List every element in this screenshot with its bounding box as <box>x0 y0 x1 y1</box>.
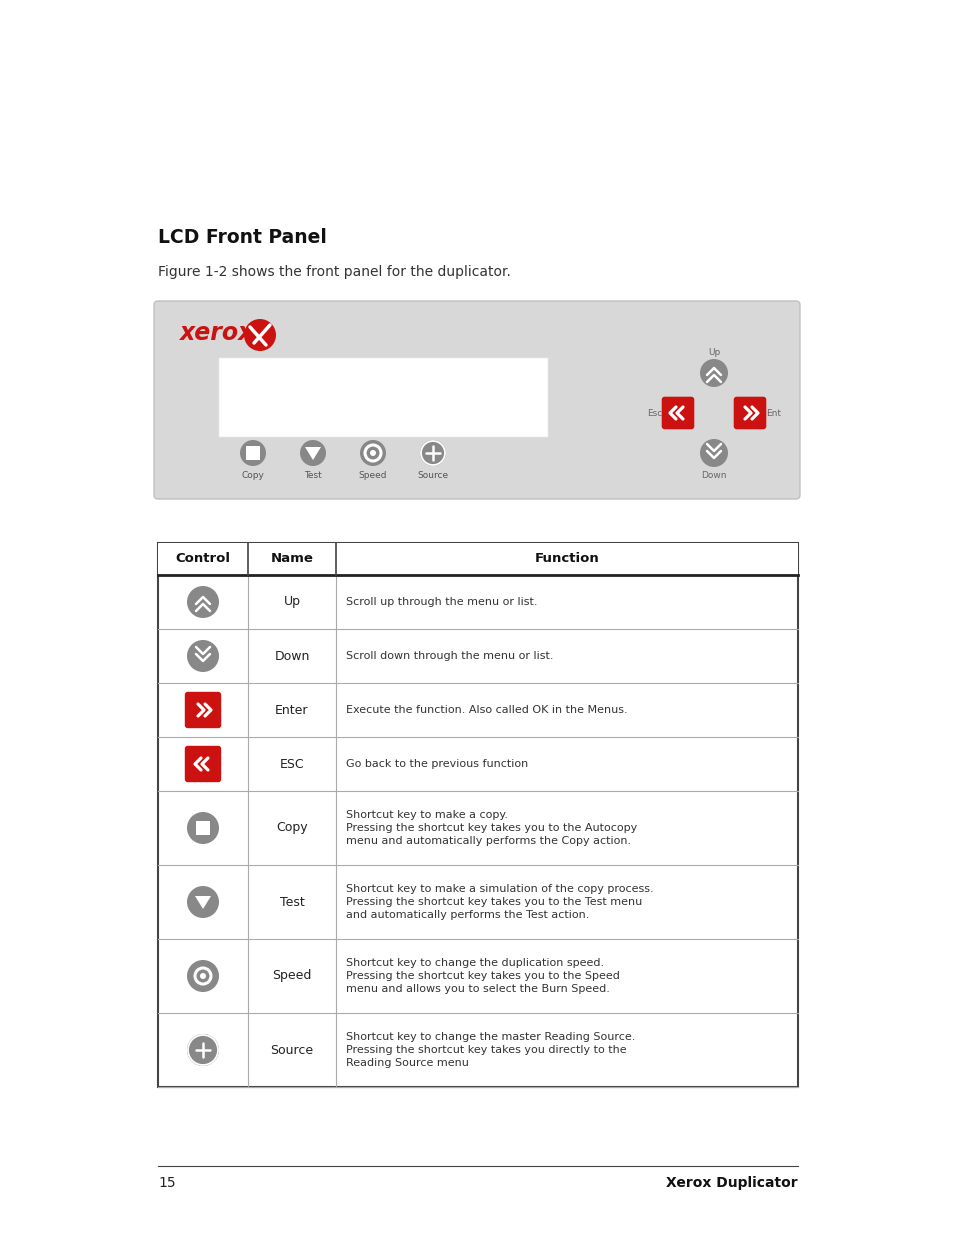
Text: Shortcut key to make a copy.
Pressing the shortcut key takes you to the Autocopy: Shortcut key to make a copy. Pressing th… <box>346 810 637 846</box>
Text: Esc: Esc <box>646 409 661 417</box>
FancyBboxPatch shape <box>158 543 797 1087</box>
Text: Control: Control <box>175 552 231 566</box>
Text: Shortcut key to make a simulation of the copy process.
Pressing the shortcut key: Shortcut key to make a simulation of the… <box>346 884 653 920</box>
Circle shape <box>187 811 219 844</box>
Text: ESC: ESC <box>279 757 304 771</box>
FancyBboxPatch shape <box>661 396 694 430</box>
Polygon shape <box>194 897 211 909</box>
Text: Speed: Speed <box>358 471 387 480</box>
Text: Down: Down <box>274 650 310 662</box>
FancyBboxPatch shape <box>153 301 800 499</box>
Text: Test: Test <box>279 895 304 909</box>
Text: Xerox Duplicator: Xerox Duplicator <box>666 1176 797 1191</box>
Circle shape <box>187 640 219 672</box>
Text: Shortcut key to change the master Reading Source.
Pressing the shortcut key take: Shortcut key to change the master Readin… <box>346 1032 635 1068</box>
Polygon shape <box>305 447 320 459</box>
Circle shape <box>359 440 386 466</box>
Text: Enter: Enter <box>275 704 309 716</box>
Text: Down: Down <box>700 471 726 480</box>
Circle shape <box>187 885 219 918</box>
Text: Speed: Speed <box>272 969 312 983</box>
Circle shape <box>244 319 275 351</box>
Text: Copy: Copy <box>276 821 308 835</box>
Circle shape <box>299 440 326 466</box>
FancyBboxPatch shape <box>195 821 210 835</box>
Text: Test: Test <box>304 471 321 480</box>
Circle shape <box>187 960 219 992</box>
Text: Scroll up through the menu or list.: Scroll up through the menu or list. <box>346 597 537 606</box>
FancyBboxPatch shape <box>733 396 765 430</box>
Text: Go back to the previous function: Go back to the previous function <box>346 760 528 769</box>
Circle shape <box>187 585 219 618</box>
Circle shape <box>700 438 727 467</box>
Text: Name: Name <box>271 552 314 566</box>
Text: Ent: Ent <box>765 409 781 417</box>
Text: 15: 15 <box>158 1176 175 1191</box>
Circle shape <box>419 440 446 466</box>
Text: Execute the function. Also called OK in the Menus.: Execute the function. Also called OK in … <box>346 705 627 715</box>
Circle shape <box>240 440 266 466</box>
FancyBboxPatch shape <box>218 357 547 437</box>
FancyBboxPatch shape <box>185 692 221 729</box>
Text: Shortcut key to change the duplication speed.
Pressing the shortcut key takes yo: Shortcut key to change the duplication s… <box>346 958 619 994</box>
Text: xerox: xerox <box>180 321 254 345</box>
FancyBboxPatch shape <box>158 543 797 576</box>
Text: Up: Up <box>707 348 720 357</box>
FancyBboxPatch shape <box>246 446 260 459</box>
Circle shape <box>200 973 206 979</box>
Circle shape <box>187 1034 219 1066</box>
Circle shape <box>370 450 375 456</box>
Text: LCD Front Panel: LCD Front Panel <box>158 228 327 247</box>
Text: Scroll down through the menu or list.: Scroll down through the menu or list. <box>346 651 553 661</box>
Text: Source: Source <box>417 471 448 480</box>
FancyBboxPatch shape <box>185 746 221 782</box>
Text: Function: Function <box>534 552 598 566</box>
Text: Source: Source <box>270 1044 314 1056</box>
Circle shape <box>700 359 727 387</box>
Text: Copy: Copy <box>241 471 264 480</box>
Text: Figure 1-2 shows the front panel for the duplicator.: Figure 1-2 shows the front panel for the… <box>158 266 511 279</box>
Text: Up: Up <box>283 595 300 609</box>
